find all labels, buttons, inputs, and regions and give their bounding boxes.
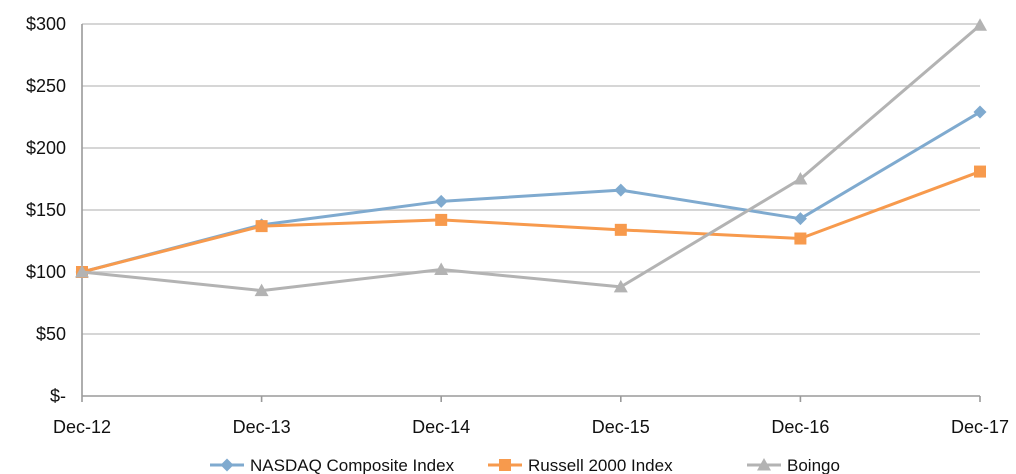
y-tick-label: $100 bbox=[26, 262, 66, 282]
series-2 bbox=[75, 18, 987, 297]
data-point bbox=[793, 172, 808, 185]
legend-swatch-marker bbox=[499, 459, 511, 471]
y-tick-label: $150 bbox=[26, 200, 66, 220]
x-tick-label: Dec-17 bbox=[951, 417, 1009, 437]
y-axis-tick-labels: $- $50 $100 $150 $200 $250 $300 bbox=[26, 14, 66, 406]
grid-lines bbox=[82, 23, 980, 335]
legend-item: NASDAQ Composite Index bbox=[210, 456, 455, 474]
series-line bbox=[81, 110, 981, 274]
series-1 bbox=[76, 165, 986, 278]
data-point bbox=[614, 223, 627, 236]
axes bbox=[81, 24, 981, 402]
y-tick-label: $250 bbox=[26, 76, 66, 96]
legend-label: Russell 2000 Index bbox=[528, 456, 673, 474]
y-tick-label: $300 bbox=[26, 14, 66, 34]
data-point bbox=[435, 213, 448, 226]
y-tick-label: $- bbox=[50, 386, 66, 406]
legend: NASDAQ Composite Index Russell 2000 Index… bbox=[210, 456, 840, 474]
y-tick-label: $200 bbox=[26, 138, 66, 158]
series-line bbox=[81, 170, 981, 274]
x-tick-label: Dec-16 bbox=[771, 417, 829, 437]
data-point bbox=[973, 18, 987, 31]
y-tick-label: $50 bbox=[36, 324, 66, 344]
legend-item: Russell 2000 Index bbox=[488, 456, 673, 474]
legend-label: NASDAQ Composite Index bbox=[250, 456, 455, 474]
legend-item: Boingo bbox=[747, 456, 840, 474]
series-line bbox=[81, 24, 981, 293]
data-point bbox=[434, 262, 449, 276]
data-point bbox=[794, 232, 807, 245]
legend-label: Boingo bbox=[787, 456, 840, 474]
data-point bbox=[973, 105, 987, 119]
data-point bbox=[434, 194, 448, 208]
series-0 bbox=[75, 105, 987, 279]
x-tick-label: Dec-15 bbox=[592, 417, 650, 437]
legend-swatch-marker bbox=[757, 458, 771, 471]
x-tick-label: Dec-13 bbox=[233, 417, 291, 437]
data-point bbox=[613, 279, 628, 293]
data-point bbox=[793, 212, 807, 226]
data-point bbox=[974, 165, 986, 178]
x-tick-label: Dec-12 bbox=[53, 417, 111, 437]
data-point bbox=[614, 183, 628, 197]
x-axis-tick-labels: Dec-12 Dec-13 Dec-14 Dec-15 Dec-16 Dec-17 bbox=[53, 417, 1009, 437]
data-point bbox=[255, 220, 268, 233]
data-point bbox=[75, 265, 89, 278]
x-tick-label: Dec-14 bbox=[412, 417, 470, 437]
series-layer bbox=[75, 18, 987, 297]
legend-swatch-marker bbox=[220, 458, 234, 472]
data-point bbox=[254, 283, 269, 297]
